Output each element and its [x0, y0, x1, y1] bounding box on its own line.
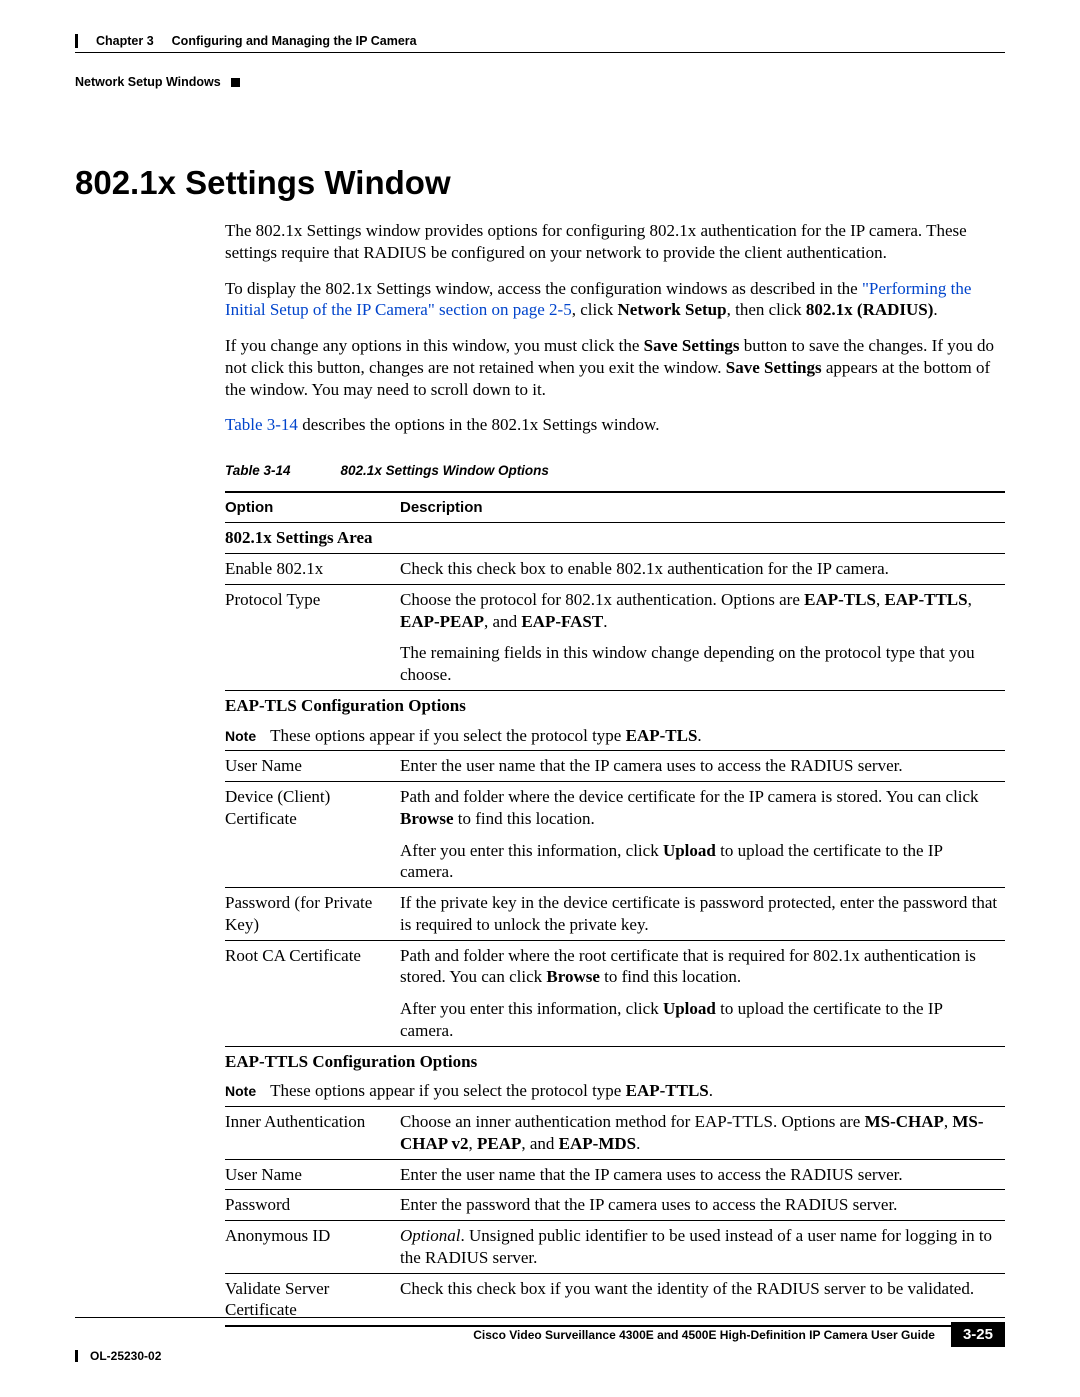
section-eap-ttls: EAP-TTLS Configuration Options	[225, 1046, 1005, 1076]
table-row: Password Enter the password that the IP …	[225, 1190, 1005, 1221]
table-row: Anonymous ID Optional. Unsigned public i…	[225, 1221, 1005, 1274]
table-row: User Name Enter the user name that the I…	[225, 751, 1005, 782]
link-table-ref[interactable]: Table 3-14	[225, 415, 298, 434]
note-row: NoteThese options appear if you select t…	[225, 1076, 1005, 1106]
breadcrumb: Network Setup Windows	[75, 75, 221, 89]
table-head-description: Description	[400, 492, 1005, 523]
paragraph-display: To display the 802.1x Settings window, a…	[225, 278, 1005, 322]
footer-page-number: 3-25	[951, 1322, 1005, 1347]
footer-book-title: Cisco Video Surveillance 4300E and 4500E…	[75, 1328, 935, 1342]
header-divider	[75, 34, 78, 48]
paragraph-intro: The 802.1x Settings window provides opti…	[225, 220, 1005, 264]
page-header: Chapter 3 Configuring and Managing the I…	[75, 34, 1005, 48]
footer-divider	[75, 1350, 78, 1362]
section-eap-tls: EAP-TLS Configuration Options	[225, 690, 1005, 720]
table-row: Password (for Private Key) If the privat…	[225, 888, 1005, 941]
table-row: User Name Enter the user name that the I…	[225, 1159, 1005, 1190]
body-content: The 802.1x Settings window provides opti…	[225, 220, 1005, 1327]
breadcrumb-square-icon	[231, 78, 240, 87]
chapter-title: Configuring and Managing the IP Camera	[172, 34, 417, 48]
table-row: Protocol Type Choose the protocol for 80…	[225, 584, 1005, 690]
note-row: NoteThese options appear if you select t…	[225, 721, 1005, 751]
paragraph-save: If you change any options in this window…	[225, 335, 1005, 400]
section-802-1x-area: 802.1x Settings Area	[225, 523, 1005, 554]
paragraph-tableref: Table 3-14 describes the options in the …	[225, 414, 1005, 436]
header-rule	[75, 52, 1005, 53]
page-footer: Cisco Video Surveillance 4300E and 4500E…	[75, 1317, 1005, 1363]
table-row: Root CA Certificate Path and folder wher…	[225, 940, 1005, 1046]
page-title: 802.1x Settings Window	[75, 164, 1005, 202]
table-row: Enable 802.1x Check this check box to en…	[225, 554, 1005, 585]
table-head-option: Option	[225, 492, 400, 523]
table-row: Device (Client) Certificate Path and fol…	[225, 782, 1005, 888]
table-row: Inner Authentication Choose an inner aut…	[225, 1107, 1005, 1160]
options-table: Option Description 802.1x Settings Area …	[225, 491, 1005, 1327]
footer-doc-number: OL-25230-02	[90, 1349, 161, 1363]
table-caption: Table 3-14802.1x Settings Window Options	[225, 462, 1005, 479]
chapter-label: Chapter 3	[96, 34, 154, 48]
